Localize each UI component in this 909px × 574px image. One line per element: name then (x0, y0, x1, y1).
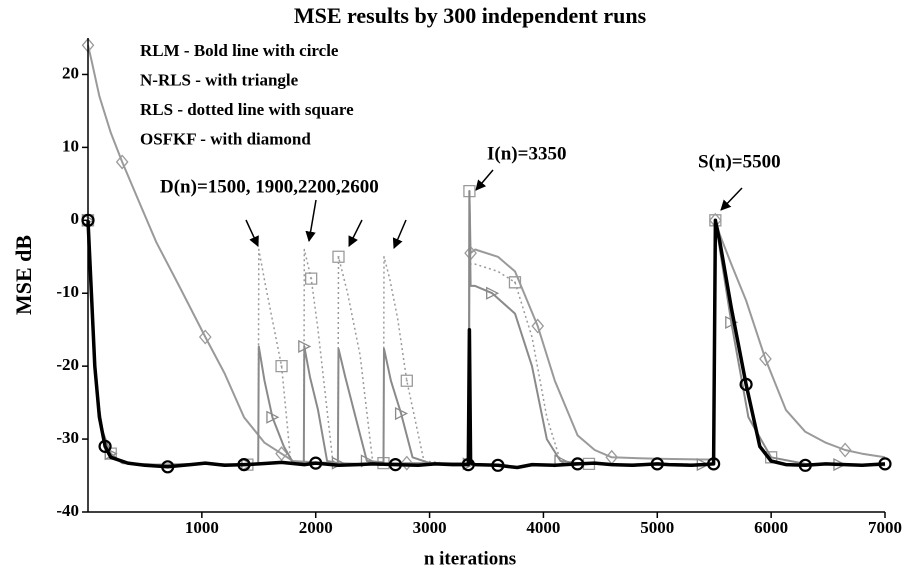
legend-entry: OSFKF - with diamond (140, 129, 311, 148)
arrow (392, 219, 407, 249)
x-tick-label: 3000 (413, 518, 447, 537)
x-tick-label: 4000 (526, 518, 560, 537)
y-axis-label: MSE dB (11, 235, 36, 315)
y-tick-label: 0 (71, 209, 80, 228)
marker (332, 250, 345, 263)
y-tick-label: 10 (62, 136, 79, 155)
chart-title: MSE results by 300 independent runs (294, 3, 647, 28)
arrow (305, 199, 317, 243)
marker (400, 455, 414, 471)
arrows (245, 169, 743, 249)
y-tick-label: -30 (56, 428, 79, 447)
x-tick-label: 6000 (754, 518, 788, 537)
marker (266, 410, 280, 424)
series-line (87, 45, 886, 465)
marker (878, 457, 892, 471)
series-line (87, 190, 886, 467)
arrow (348, 219, 363, 247)
series-line (87, 190, 886, 467)
legend-entry: N-RLS - with triangle (140, 70, 299, 89)
marker (531, 318, 545, 334)
marker (305, 272, 318, 285)
annotation: I(n)=3350 (487, 143, 566, 164)
marker (400, 374, 413, 387)
marker (739, 377, 753, 391)
marker (275, 446, 288, 462)
legend-entry: RLS - dotted line with square (140, 100, 354, 119)
y-tick-label: -40 (56, 501, 79, 520)
y-tick-label: -20 (56, 355, 79, 374)
marker (394, 407, 409, 421)
marker (759, 351, 772, 367)
marker (161, 460, 175, 474)
marker (298, 339, 312, 354)
legend-entry: RLM - Bold line with circle (140, 41, 339, 60)
x-tick-label: 1000 (185, 518, 219, 537)
marker (115, 154, 129, 170)
marker (198, 329, 212, 345)
x-tick-label: 7000 (868, 518, 902, 537)
marker (275, 360, 288, 373)
marker (388, 458, 403, 472)
series-line (86, 218, 886, 470)
marker (798, 458, 812, 472)
arrow (475, 169, 494, 191)
marker (98, 439, 112, 453)
annotation: S(n)=5500 (698, 151, 781, 172)
y-tick-label: -10 (56, 282, 79, 301)
arrow (720, 187, 743, 211)
annotation: D(n)=1500, 1900,2200,2600 (160, 176, 379, 197)
marker (725, 315, 739, 329)
y-tick-label: 20 (62, 63, 79, 82)
marker (650, 457, 664, 471)
plot-area (81, 37, 892, 474)
marker (838, 442, 852, 458)
marker (491, 458, 505, 472)
arrow (245, 219, 259, 247)
marker (508, 276, 522, 289)
marker (707, 457, 721, 471)
marker (461, 458, 475, 472)
marker (570, 457, 585, 471)
marker (309, 456, 323, 470)
x-axis-label: n iterations (424, 548, 516, 569)
x-tick-label: 2000 (299, 518, 333, 537)
x-tick-label: 5000 (640, 518, 674, 537)
marker (237, 458, 251, 472)
marker (486, 286, 500, 300)
